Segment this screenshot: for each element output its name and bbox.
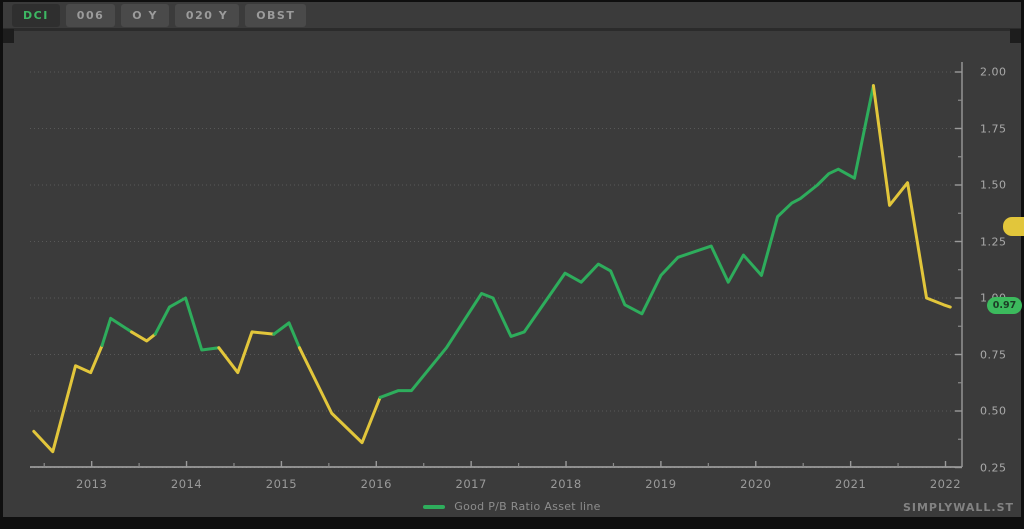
x-axis-label: 2022 [929, 477, 962, 491]
legend-line-swatch [423, 504, 446, 509]
x-axis-label: 2018 [550, 477, 582, 491]
chart-panel [3, 2, 1021, 517]
x-axis-label: 2017 [455, 477, 487, 491]
secondary-value-badge [1003, 216, 1024, 236]
y-axis-label: 2.00 [980, 65, 1007, 79]
x-axis-label: 2021 [835, 477, 867, 491]
y-axis-label: 0.75 [980, 348, 1007, 361]
series-good-pb-ratio [32, 84, 952, 454]
x-axis-label: 2019 [645, 477, 677, 491]
corner-artifact-left [3, 29, 14, 43]
timeframe-button-1[interactable]: DCI [12, 4, 60, 27]
y-axis-label: 1.75 [980, 122, 1007, 135]
x-axis-label: 2016 [360, 477, 392, 491]
toolbar-separator [3, 28, 1021, 31]
timeframe-button-3[interactable]: O Y [121, 4, 169, 27]
legend: Good P/B Ratio Asset line [0, 500, 1024, 513]
axes [30, 62, 963, 469]
current-value-label: 0.97 [992, 299, 1017, 311]
timeframe-button-4[interactable]: 020 Y [174, 4, 240, 27]
x-axis-label: 2020 [740, 477, 772, 491]
y-axis-label: 0.25 [980, 461, 1007, 474]
current-value-badge: 0.97 [987, 296, 1022, 314]
x-axis-label: 2015 [265, 477, 298, 491]
y-axis-label: 1.50 [980, 178, 1007, 192]
timeframe-toolbar: DCI 006 O Y 020 Y OBST [12, 4, 307, 27]
x-axis-label: 2013 [76, 477, 108, 491]
corner-artifact-right [1010, 29, 1021, 43]
legend-label[interactable]: Good P/B Ratio Asset line [454, 500, 601, 513]
timeframe-button-5[interactable]: OBST [245, 4, 307, 27]
y-axis-label: 1.25 [980, 235, 1007, 248]
y-axis-label: 0.50 [980, 404, 1007, 418]
x-axis-label: 2014 [170, 477, 203, 491]
gridlines [30, 71, 958, 468]
watermark: SIMPLYWALL.ST [902, 501, 1014, 514]
timeframe-button-2[interactable]: 006 [65, 4, 116, 27]
